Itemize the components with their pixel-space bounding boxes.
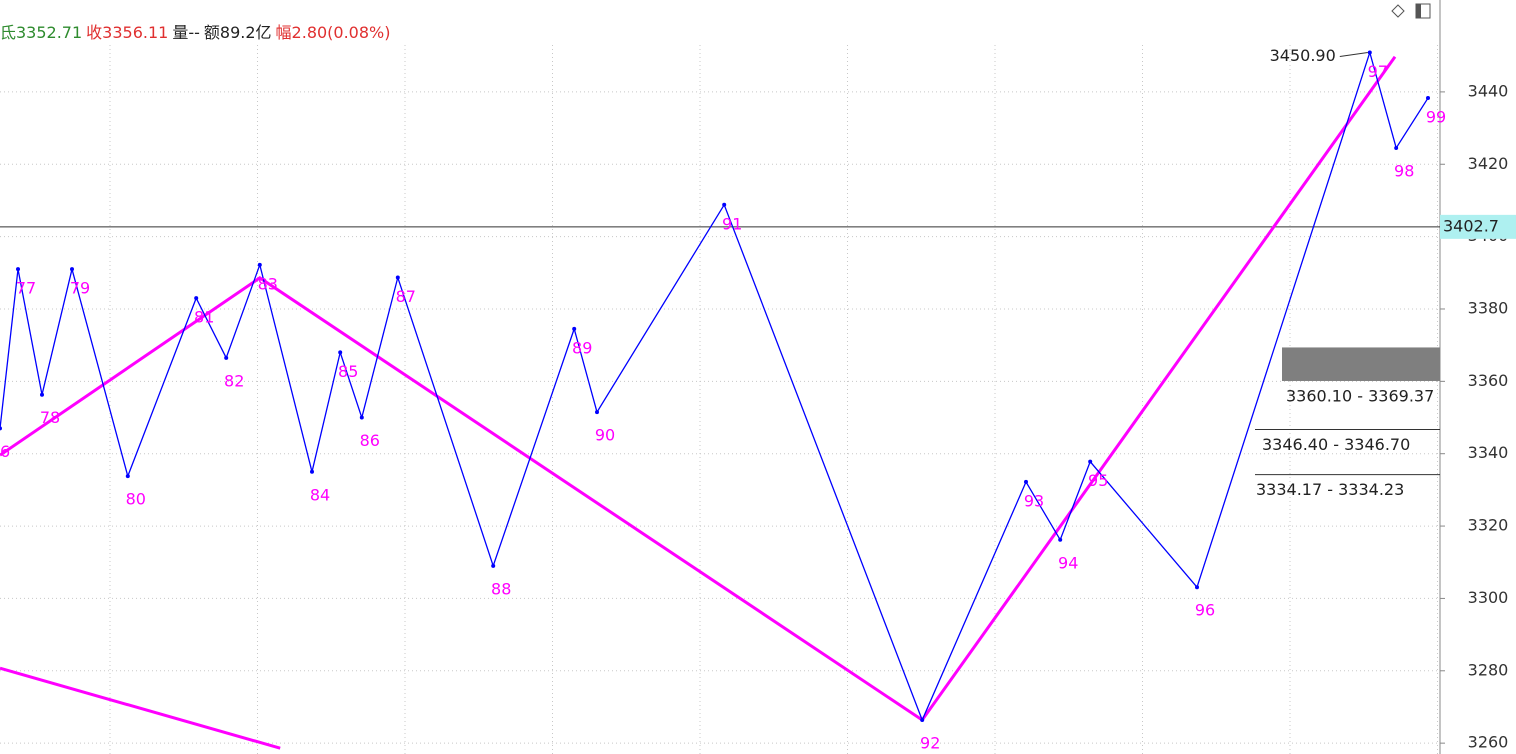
pivot — [572, 326, 577, 331]
price-tag-label: 3402.7 — [1443, 216, 1499, 235]
header-item: 氐3352.71 — [0, 23, 82, 42]
trend-line — [0, 55, 1397, 723]
wave-label: 83 — [258, 274, 278, 293]
pivot — [359, 415, 364, 420]
range-label: 3334.17 - 3334.23 — [1256, 480, 1404, 499]
max-label: 3450.90 — [1270, 46, 1336, 65]
wave-label: 90 — [595, 426, 615, 445]
y-tick-label: 3300 — [1468, 588, 1509, 607]
y-tick-label: 3260 — [1468, 733, 1509, 752]
pivot — [491, 563, 496, 568]
max-arrow — [1339, 51, 1368, 57]
pivot — [224, 355, 229, 360]
pivot — [194, 296, 199, 301]
pivot — [1088, 459, 1093, 464]
wave-label: 97 — [1368, 62, 1388, 81]
header-item: 幅2.80(0.08%) — [276, 23, 391, 42]
wave-label: 82 — [224, 371, 244, 390]
diamond-icon[interactable] — [1391, 4, 1405, 18]
pivot — [125, 474, 130, 479]
pivot — [40, 392, 44, 397]
wave-label: 88 — [491, 579, 511, 598]
panel-icon-fill — [1416, 4, 1421, 18]
pivot — [395, 275, 400, 280]
pivot — [70, 267, 74, 272]
pivot — [257, 262, 262, 267]
wave-label: 85 — [338, 362, 358, 381]
wave-label: 98 — [1394, 161, 1414, 180]
pivot — [920, 717, 925, 722]
pivot — [1394, 145, 1399, 150]
pivot — [1426, 96, 1430, 101]
y-tick-label: 3280 — [1468, 660, 1509, 679]
pivot — [16, 267, 20, 272]
wave-label: 87 — [396, 287, 416, 306]
wave-label: 76 — [0, 442, 10, 461]
y-tick-label: 3340 — [1468, 443, 1509, 462]
wave-label: 96 — [1195, 601, 1215, 620]
header-item: 额89.2亿 — [204, 23, 272, 42]
wave-label: 91 — [722, 214, 742, 233]
wave-label: 77 — [16, 279, 36, 298]
wave-label: 93 — [1024, 491, 1044, 510]
wave-label: 94 — [1058, 553, 1078, 572]
header-item: 量-- — [172, 23, 200, 42]
y-tick-label: 3420 — [1468, 154, 1509, 173]
range-label: 3360.10 - 3369.37 — [1286, 386, 1434, 405]
wave-label: 99 — [1426, 108, 1446, 127]
y-tick-label: 3320 — [1468, 516, 1509, 535]
wave-label: 95 — [1088, 471, 1108, 490]
pivot — [0, 426, 2, 431]
y-tick-label: 3440 — [1468, 81, 1509, 100]
pivot — [1195, 585, 1199, 590]
pivot — [595, 410, 599, 415]
wave-label: 79 — [70, 279, 90, 298]
wave-label: 84 — [310, 485, 330, 504]
y-tick-label: 3360 — [1468, 371, 1509, 390]
range-label: 3346.40 - 3346.70 — [1262, 435, 1410, 454]
wave-label: 89 — [572, 338, 592, 357]
wave-label: 78 — [40, 408, 60, 427]
pivot — [722, 202, 727, 207]
pivot — [310, 469, 314, 474]
pivot — [1024, 479, 1028, 484]
zigzag-line — [0, 50, 1429, 722]
wave-label: 81 — [194, 308, 214, 327]
y-tick-label: 3380 — [1468, 298, 1509, 317]
range-box — [1282, 347, 1440, 381]
toolbar-icons — [1391, 3, 1431, 19]
pivot — [338, 350, 343, 355]
wave-label: 92 — [920, 733, 940, 752]
header: 氐3352.71 收3356.11 量-- 额89.2亿 幅2.80(0.08%) — [0, 23, 391, 42]
pivot — [1058, 537, 1063, 542]
wave-label: 86 — [360, 431, 380, 450]
pivot — [1367, 50, 1372, 55]
wave-label: 80 — [126, 490, 146, 509]
header-item: 收3356.11 — [86, 23, 168, 42]
trend-line — [0, 666, 281, 750]
price-tag — [1440, 214, 1516, 239]
